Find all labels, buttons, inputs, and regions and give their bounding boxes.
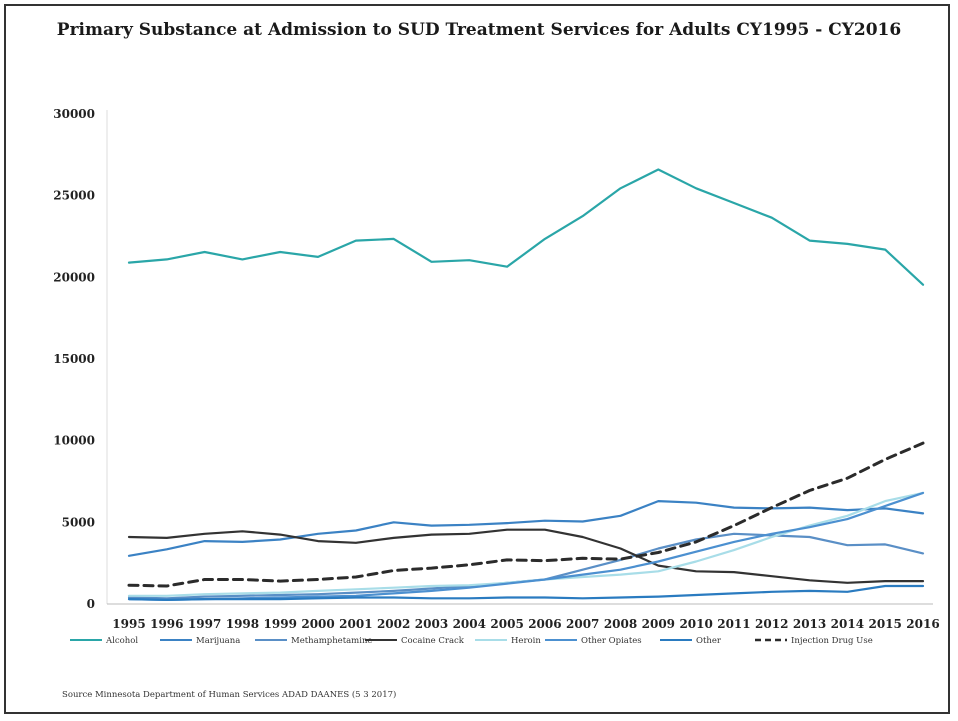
x-tick-label: 2006 [528, 617, 561, 631]
legend-label: Cocaine Crack [401, 636, 465, 646]
x-tick-label: 2005 [490, 617, 523, 631]
source-note: Source Minnesota Department of Human Ser… [62, 690, 397, 700]
legend-label: Other [696, 636, 722, 646]
legend-label: Alcohol [105, 636, 138, 646]
legend-label: Other Opiates [581, 636, 642, 646]
series-line-cocaine-crack [127, 528, 925, 584]
x-tick-label: 2003 [415, 617, 448, 631]
series-line-other [127, 584, 925, 602]
x-tick-label: 1998 [226, 617, 259, 631]
x-tick-label: 2009 [642, 617, 675, 631]
x-tick-label: 2014 [831, 617, 864, 631]
chart-title: Primary Substance at Admission to SUD Tr… [56, 20, 902, 40]
series-line-alcohol [127, 168, 925, 286]
y-tick-label: 15000 [53, 352, 95, 366]
y-tick-label: 25000 [53, 189, 95, 203]
series-line-injection-drug-use [127, 441, 925, 588]
legend-label: Methamphetamine [291, 636, 372, 646]
y-tick-label: 0 [87, 597, 95, 611]
x-tick-label: 2001 [339, 617, 372, 631]
y-axis: 0 5000 10000 15000 20000 25000 30000 [53, 107, 108, 611]
x-tick-label: 2002 [377, 617, 410, 631]
x-tick-label: 2013 [793, 617, 826, 631]
x-tick-label: 2004 [453, 617, 486, 631]
series-line-methamphetamine [127, 532, 925, 600]
x-tick-label: 2011 [717, 617, 750, 631]
y-tick-label: 30000 [53, 107, 95, 121]
y-tick-label: 5000 [62, 515, 95, 529]
x-tick-label: 2015 [868, 617, 901, 631]
x-tick-label: 1996 [150, 617, 183, 631]
legend-label: Injection Drug Use [791, 636, 873, 646]
x-tick-label: 1995 [112, 617, 145, 631]
x-tick-label: 1999 [264, 617, 297, 631]
x-tick-label: 2008 [604, 617, 637, 631]
x-tick-label: 1997 [188, 617, 221, 631]
x-tick-label: 2012 [755, 617, 788, 631]
y-tick-label: 20000 [53, 270, 95, 284]
x-tick-label: 2016 [906, 617, 939, 631]
x-tick-label: 2010 [679, 617, 712, 631]
legend-label: Marijuana [196, 636, 240, 646]
x-tick-label: 2000 [301, 617, 334, 631]
series-line-other-opiates [127, 491, 925, 602]
x-axis: 1995 1996 1997 1998 1999 2000 2001 2002 2003 2004… [107, 603, 940, 631]
series-lines [127, 168, 925, 602]
legend-label: Heroin [511, 636, 541, 646]
series-line-marijuana [127, 500, 925, 557]
x-tick-label: 2007 [566, 617, 599, 631]
y-tick-label: 10000 [53, 434, 95, 448]
legend: Alcohol Marijuana Methamphetamine Cocaine C… [70, 636, 873, 646]
